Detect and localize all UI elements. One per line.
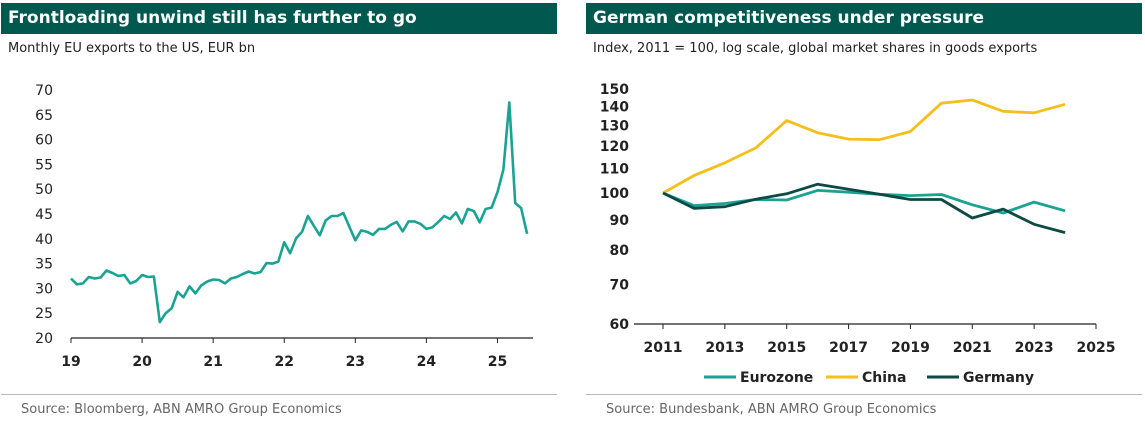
legend-label: Germany bbox=[963, 370, 1034, 386]
x-tick-label: 22 bbox=[274, 354, 293, 370]
market-share-line-chart: 60 70 80 90 100 110 120 130 140 150 2011 2013 2015 20… bbox=[600, 82, 1116, 386]
y-tick-label: 25 bbox=[35, 306, 53, 322]
x-tick-label: 23 bbox=[346, 354, 365, 370]
y-tick-label: 100 bbox=[600, 186, 629, 202]
chart-subtitle: Monthly EU exports to the US, EUR bn bbox=[8, 41, 256, 56]
y-tick-label: 120 bbox=[600, 139, 629, 155]
y-tick-label: 130 bbox=[600, 119, 629, 135]
series-line bbox=[70, 101, 529, 324]
y-tick-label: 70 bbox=[610, 277, 630, 293]
y-tick-label: 40 bbox=[35, 232, 53, 248]
x-tick-label: 2021 bbox=[953, 340, 992, 356]
y-tick-label: 60 bbox=[35, 133, 53, 149]
y-tick-label: 35 bbox=[35, 257, 53, 273]
x-tick-label: 25 bbox=[488, 354, 507, 370]
x-tick-label: 2013 bbox=[705, 340, 744, 356]
x-tick-label: 2011 bbox=[644, 340, 683, 356]
x-tick-label: 24 bbox=[417, 354, 437, 370]
y-tick-label: 55 bbox=[35, 157, 53, 173]
y-tick-label: 110 bbox=[600, 162, 629, 178]
chart-title: Frontloading unwind still has further to… bbox=[1, 3, 557, 34]
chart-source: Source: Bundesbank, ABN AMRO Group Econo… bbox=[606, 402, 937, 417]
y-tick-label: 70 bbox=[35, 83, 53, 99]
source-divider bbox=[1, 394, 557, 395]
y-tick-label: 50 bbox=[35, 182, 53, 198]
legend-label: Eurozone bbox=[740, 370, 813, 386]
exports-line-chart: 20 25 30 35 40 45 50 55 60 65 70 19 20 21 22 23 24 25 bbox=[35, 83, 533, 370]
y-tick-label: 80 bbox=[610, 243, 630, 259]
y-tick-label: 150 bbox=[600, 82, 629, 98]
series-line-germany bbox=[662, 182, 1066, 234]
series-line-china bbox=[662, 98, 1066, 195]
y-tick-label: 30 bbox=[35, 281, 53, 297]
left-chart-panel: Frontloading unwind still has further to… bbox=[1, 3, 557, 421]
x-tick-label: 2015 bbox=[767, 340, 806, 356]
x-tick-label: 21 bbox=[203, 354, 222, 370]
x-tick-label: 2017 bbox=[829, 340, 868, 356]
x-tick-label: 2023 bbox=[1015, 340, 1054, 356]
y-tick-label: 20 bbox=[35, 331, 53, 347]
x-tick-label: 2019 bbox=[891, 340, 930, 356]
chart-subtitle: Index, 2011 = 100, log scale, global mar… bbox=[593, 41, 1038, 56]
source-divider bbox=[586, 394, 1142, 395]
right-chart-panel: German competitiveness under pressure In… bbox=[586, 3, 1142, 421]
chart-source: Source: Bloomberg, ABN AMRO Group Econom… bbox=[21, 402, 342, 417]
x-tick-label: 20 bbox=[132, 354, 152, 370]
x-tick-label: 2025 bbox=[1077, 340, 1116, 356]
y-tick-label: 65 bbox=[35, 108, 53, 124]
y-tick-label: 60 bbox=[610, 317, 630, 333]
legend-label: China bbox=[862, 370, 906, 386]
chart-title: German competitiveness under pressure bbox=[586, 3, 1142, 34]
x-tick-label: 19 bbox=[61, 354, 80, 370]
y-tick-label: 45 bbox=[35, 207, 53, 223]
y-tick-label: 140 bbox=[600, 100, 629, 116]
y-tick-label: 90 bbox=[610, 213, 630, 229]
